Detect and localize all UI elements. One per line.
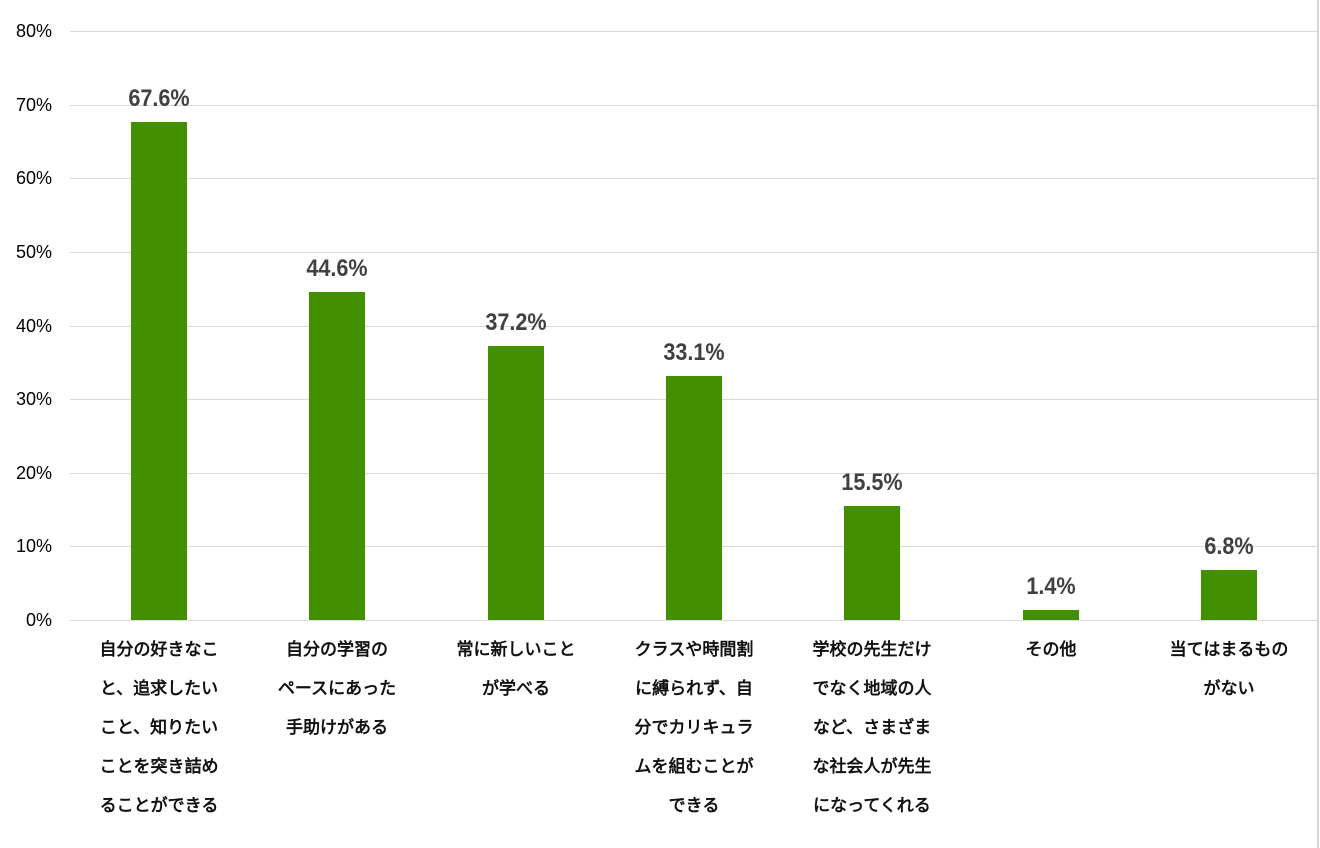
category-label-line: クラスや時間割 <box>634 640 754 659</box>
y-tick-label: 20% <box>15 463 52 483</box>
category-label: 自分の好きなこ と、追求したい こと、知りたい ことを突き詰め ることができる <box>84 630 234 825</box>
category-label-line: が学べる <box>482 679 550 698</box>
y-tick-label: 80% <box>15 21 52 41</box>
bar <box>666 376 722 620</box>
y-tick-label: 10% <box>15 536 52 556</box>
y-tick-label: 0% <box>25 610 52 630</box>
gridline <box>70 105 1318 106</box>
category-label: 学校の先生だけ でなく地域の人 など、さまざま な社会人が先生 になってくれる <box>797 630 947 825</box>
category-label-line: 手助けがある <box>286 718 388 737</box>
category-label: 当てはまるもの がない <box>1154 630 1304 708</box>
gridline <box>70 178 1318 179</box>
data-label: 6.8% <box>1204 533 1254 560</box>
category-label-line: ペースにあった <box>277 679 397 698</box>
gridline <box>70 31 1318 32</box>
bar <box>309 292 365 620</box>
category-label: クラスや時間割 に縛られず、自 分でカリキュラ ムを組むことが できる <box>619 630 769 825</box>
category-label-line: になってくれる <box>813 796 931 815</box>
category-label-line: ムを組むことが <box>634 757 754 776</box>
gridline <box>70 252 1318 253</box>
right-border <box>1317 0 1319 848</box>
y-tick-label: 40% <box>15 316 52 336</box>
y-tick-label: 50% <box>15 242 52 262</box>
data-label: 67.6% <box>128 85 190 112</box>
category-label-line: と、追求したい <box>99 679 219 698</box>
category-label-line: でなく地域の人 <box>812 679 932 698</box>
category-label-line: 当てはまるもの <box>1169 640 1289 659</box>
category-label-line: に縛られず、自 <box>635 679 753 698</box>
category-label: 自分の学習の ペースにあった 手助けがある <box>262 630 412 747</box>
category-label-line: 常に新しいこと <box>456 640 576 659</box>
category-label-line: できる <box>668 796 720 815</box>
data-label: 44.6% <box>306 255 368 282</box>
bar <box>1201 570 1257 620</box>
data-label: 33.1% <box>663 339 725 366</box>
category-label-line: 自分の好きなこ <box>99 640 219 659</box>
y-tick-label: 70% <box>15 95 52 115</box>
category-label-line: 学校の先生だけ <box>812 640 932 659</box>
category-label-line: など、さまざま <box>812 718 932 737</box>
data-label: 15.5% <box>841 469 903 496</box>
category-label-line: な社会人が先生 <box>812 757 932 776</box>
bar <box>1023 610 1079 620</box>
data-label: 1.4% <box>1026 573 1076 600</box>
gridline <box>70 620 1318 621</box>
gridline <box>70 326 1318 327</box>
bar <box>131 122 187 620</box>
category-label-line: その他 <box>1025 640 1077 659</box>
category-label-line: ることができる <box>99 796 219 815</box>
category-label-line: 自分の学習の <box>286 640 388 659</box>
category-label-line: ことを突き詰め <box>99 757 219 776</box>
category-label-line: 分でカリキュラ <box>634 718 754 737</box>
category-label: 常に新しいこと が学べる <box>441 630 591 708</box>
y-tick-label: 60% <box>15 168 52 188</box>
category-label: その他 <box>976 630 1126 669</box>
category-label-line: がない <box>1203 679 1255 698</box>
bar <box>844 506 900 620</box>
y-tick-label: 30% <box>15 389 52 409</box>
category-label-line: こと、知りたい <box>99 718 219 737</box>
data-label: 37.2% <box>485 309 547 336</box>
bar <box>488 346 544 620</box>
